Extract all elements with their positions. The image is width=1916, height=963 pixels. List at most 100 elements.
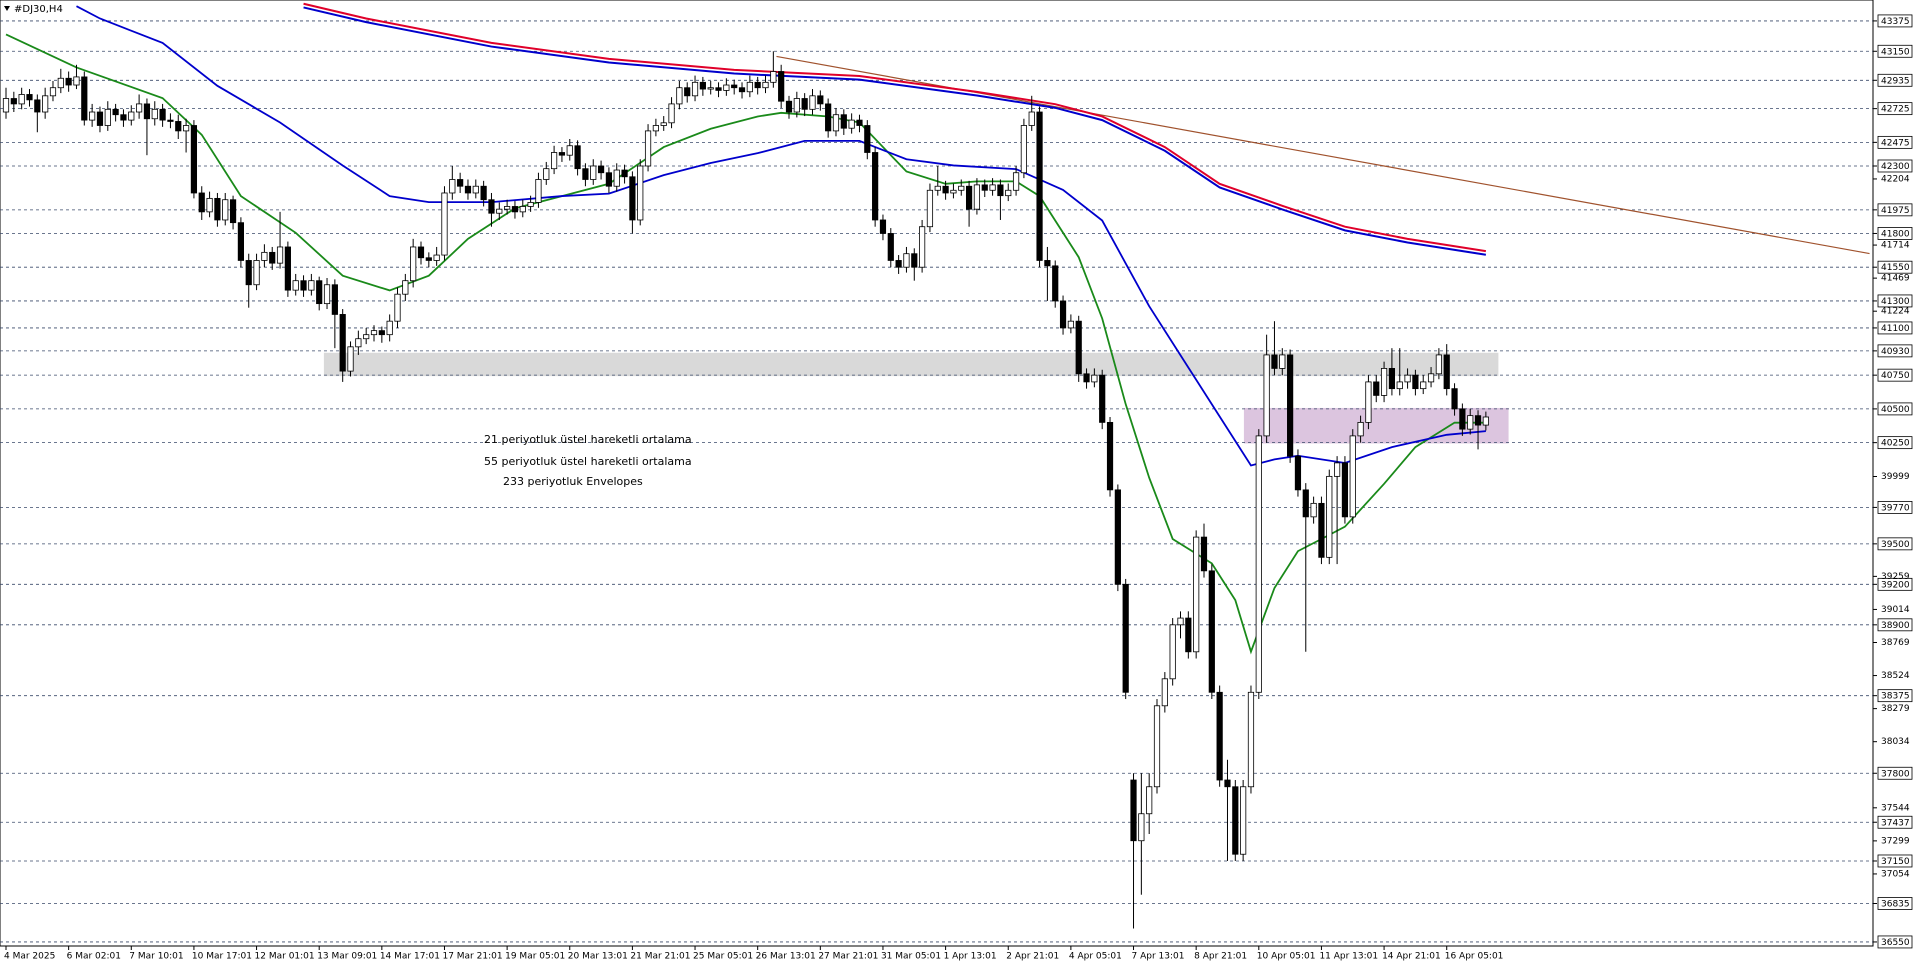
candle-body [1279,354,1286,369]
candle-body [1310,502,1317,518]
candle-body [1318,502,1325,558]
level-box [1877,368,1913,382]
candle-body [535,179,542,203]
candle-body [363,334,370,340]
x-tick-label: 11 Apr 13:01 [1319,952,1378,962]
candle-body [1161,678,1168,707]
candle-body [989,184,996,191]
candle-body [237,222,244,261]
candle-body [1240,786,1247,855]
candle-body [543,168,550,180]
candle-body [1404,374,1411,383]
level-box [1877,935,1913,949]
level-box [1877,294,1913,308]
x-tick-label: 25 Mar 05:01 [693,952,753,962]
candle-body [597,165,605,174]
candle-body [1396,381,1403,390]
level-box [1877,44,1913,58]
candle-body [1005,189,1012,197]
level-label: 41975 [1881,206,1910,216]
candle-body [331,284,338,315]
candle-body [840,114,847,129]
x-tick-label: 21 Mar 21:01 [630,952,690,962]
candle-body [504,206,511,210]
level-box [1877,344,1913,358]
level-label: 41300 [1881,297,1910,307]
y-tick-label: 37544 [1881,803,1910,813]
candle-body [245,260,252,286]
candle-body [1177,617,1184,626]
x-tick-label: 1 Apr 13:01 [944,952,997,962]
candle-body [668,103,675,124]
candle-body [10,98,17,105]
candle-body [472,185,479,194]
candle-body [997,184,1004,197]
candle-body [1334,462,1341,477]
y-tick-label: 39999 [1881,472,1910,482]
candle-body [308,280,315,291]
candle-body [488,199,495,214]
level-label: 39500 [1881,540,1910,550]
x-tick-label: 7 Apr 13:01 [1132,952,1185,962]
candle-body [323,284,331,305]
level-label: 37800 [1881,769,1910,779]
y-tick-label: 39259 [1881,572,1910,582]
candle-body [214,197,221,221]
level-box [1877,102,1913,116]
level-label: 39770 [1881,503,1910,513]
y-tick-label: 38524 [1881,671,1910,681]
level-box [1877,577,1913,591]
candle-body [175,121,182,132]
legend-entry: 55 periyotluk üstel hareketli ortalama [484,455,692,468]
level-box [1877,159,1913,173]
candle-body [1059,300,1067,329]
candle-body [386,320,393,336]
candle-body [292,280,299,291]
candle-body [1075,320,1082,375]
candle-body [1224,779,1231,788]
x-tick-label: 17 Mar 21:01 [442,952,502,962]
x-tick-label: 12 Mar 01:01 [255,952,315,962]
level-label: 37437 [1881,818,1910,828]
candle-body [566,145,573,156]
candle-body [1208,570,1215,693]
candle-body [198,192,205,213]
candle-body [895,260,902,268]
menu-triangle [4,6,10,11]
y-tick-label: 41224 [1881,307,1910,317]
candle-body [958,185,965,191]
candle-body [715,87,722,91]
candle-body [1138,813,1145,842]
candle-body [182,125,190,132]
candle-body [81,76,88,121]
level-box [1877,203,1913,217]
level-label: 41550 [1881,263,1910,273]
candle-body [613,169,620,187]
candle-body [574,145,581,170]
candle-body [229,199,237,224]
candle-body [316,280,323,305]
level-box [1877,227,1913,240]
candle-body [879,219,887,234]
candle-body [1185,617,1192,653]
candle-body [558,152,566,156]
candle-body [1459,408,1466,430]
candle-body [34,99,41,113]
candle-body [1193,536,1200,653]
candle-body [527,202,534,207]
candle-body [1232,786,1239,855]
level-box [1877,260,1913,274]
candle-body [1012,172,1020,191]
candle-body [1263,354,1270,437]
candle-body [676,87,683,105]
candle-body [1091,374,1098,383]
candle-body [370,330,378,336]
candle-body [981,184,988,191]
candle-body [887,233,894,261]
y-tick-label: 37054 [1881,869,1910,879]
candle-body [942,185,949,194]
level-label: 43375 [1881,17,1910,27]
candle-body [652,125,659,132]
candle-body [464,185,472,194]
candle-body [1028,111,1035,126]
